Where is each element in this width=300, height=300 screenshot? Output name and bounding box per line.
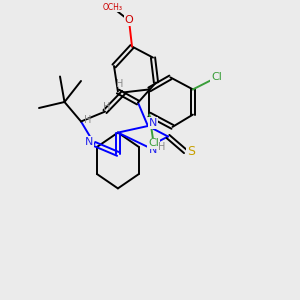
- Text: H: H: [103, 101, 110, 112]
- Text: N: N: [149, 118, 158, 128]
- Text: H: H: [158, 142, 166, 152]
- Text: H: H: [84, 115, 92, 125]
- Text: O: O: [124, 15, 134, 26]
- Text: N: N: [149, 145, 158, 155]
- Text: S: S: [187, 145, 195, 158]
- Text: OCH₃: OCH₃: [103, 3, 122, 12]
- Text: N: N: [85, 136, 93, 147]
- Text: Cl: Cl: [211, 72, 222, 82]
- Text: H: H: [116, 79, 124, 89]
- Text: Cl: Cl: [148, 138, 159, 148]
